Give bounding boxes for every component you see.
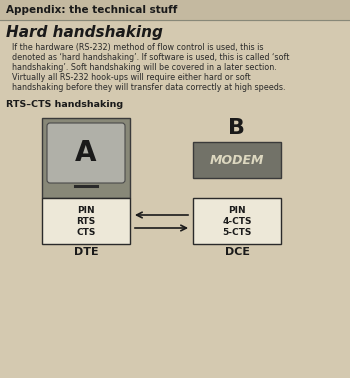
Bar — [0, 0, 350, 20]
FancyBboxPatch shape — [47, 123, 125, 183]
Text: handshaking before they will transfer data correctly at high speeds.: handshaking before they will transfer da… — [12, 83, 286, 92]
Text: A: A — [75, 139, 97, 167]
Text: RTS–CTS handshaking: RTS–CTS handshaking — [6, 100, 123, 109]
Text: 4-CTS: 4-CTS — [222, 217, 252, 226]
Text: CTS: CTS — [76, 228, 96, 237]
Text: 5-CTS: 5-CTS — [222, 228, 252, 237]
Text: DCE: DCE — [224, 247, 250, 257]
Text: handshaking’. Soft handshaking will be covered in a later section.: handshaking’. Soft handshaking will be c… — [12, 63, 277, 72]
Text: denoted as ‘hard handshaking’. If software is used, this is called ‘soft: denoted as ‘hard handshaking’. If softwa… — [12, 53, 289, 62]
Text: RTS: RTS — [76, 217, 96, 226]
Bar — [193, 198, 281, 244]
Text: B: B — [229, 118, 245, 138]
Text: PIN: PIN — [228, 206, 246, 215]
Text: Virtually all RS-232 hook-ups will require either hard or soft: Virtually all RS-232 hook-ups will requi… — [12, 73, 251, 82]
Text: Hard handshaking: Hard handshaking — [6, 25, 163, 40]
Bar — [193, 142, 281, 178]
Bar — [42, 198, 130, 244]
Text: DTE: DTE — [74, 247, 98, 257]
Text: MODEM: MODEM — [210, 153, 264, 166]
Bar — [42, 118, 130, 198]
Text: If the hardware (RS-232) method of flow control is used, this is: If the hardware (RS-232) method of flow … — [12, 43, 264, 52]
Text: PIN: PIN — [77, 206, 95, 215]
Text: Appendix: the technical stuff: Appendix: the technical stuff — [6, 5, 177, 15]
